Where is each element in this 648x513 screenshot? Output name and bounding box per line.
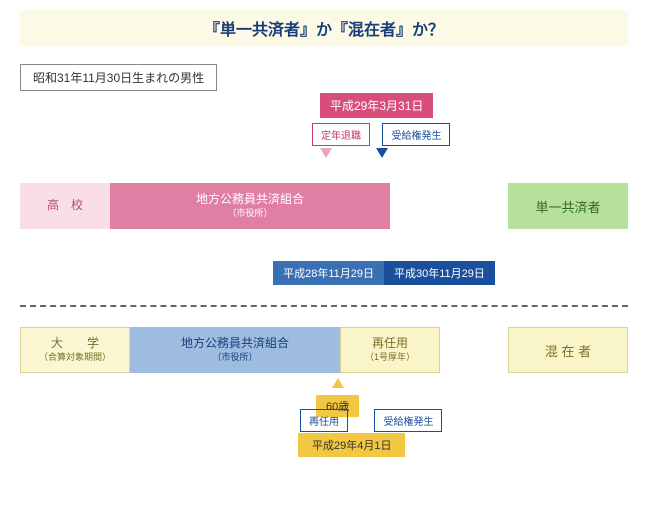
seg-university: 大 学 （合算対象期間）: [20, 327, 130, 373]
seg-highschool: 高 校: [20, 183, 110, 229]
pink-triangle-icon: [320, 148, 332, 158]
seg-local-gov-2: 地方公務員共済組合 （市役所）: [130, 327, 340, 373]
bottom-date-tag: 平成29年4月1日: [298, 433, 405, 457]
seg-university-sub: （合算対象期間）: [39, 352, 111, 364]
seg-university-main: 大 学: [51, 336, 99, 352]
seg-local-gov-sub: （市役所）: [227, 208, 272, 220]
eligibility-label-bottom: 受給権発生: [374, 409, 442, 432]
bottom-result-label: 混 在 者: [545, 341, 591, 360]
date-strip-1: 平成28年11月29日: [273, 261, 384, 285]
seg-local-gov-main: 地方公務員共済組合: [196, 192, 304, 208]
bottom-timeline: 大 学 （合算対象期間） 地方公務員共済組合 （市役所） 再任用 （1号厚年）: [20, 327, 440, 373]
seg-local-gov-2-main: 地方公務員共済組合: [181, 336, 289, 352]
subtitle-box: 昭和31年11月30日生まれの男性: [20, 64, 217, 91]
eligibility-label-top: 受給権発生: [382, 123, 450, 146]
retire-label: 定年退職: [312, 123, 370, 146]
top-date-badge: 平成29年3月31日: [320, 93, 433, 118]
blue-triangle-icon: [376, 148, 388, 158]
reappoint-label: 再任用: [300, 409, 348, 432]
date-strip-2: 平成30年11月29日: [384, 261, 495, 285]
top-result-label: 単一共済者: [535, 197, 600, 216]
seg-reappoint: 再任用 （1号厚年）: [340, 327, 440, 373]
seg-local-gov-2-sub: （市役所）: [212, 352, 257, 364]
seg-reappoint-sub: （1号厚年）: [365, 352, 415, 364]
divider: [20, 305, 628, 307]
yellow-triangle-icon: [332, 378, 344, 388]
bottom-result: 混 在 者: [508, 327, 628, 373]
top-result: 単一共済者: [508, 183, 628, 229]
top-timeline: 高 校 地方公務員共済組合 （市役所）: [20, 183, 390, 229]
seg-reappoint-main: 再任用: [372, 336, 408, 352]
seg-highschool-label: 高 校: [47, 198, 83, 214]
seg-local-gov: 地方公務員共済組合 （市役所）: [110, 183, 390, 229]
page-title: 『単一共済者』か『混在者』か？: [20, 10, 628, 46]
